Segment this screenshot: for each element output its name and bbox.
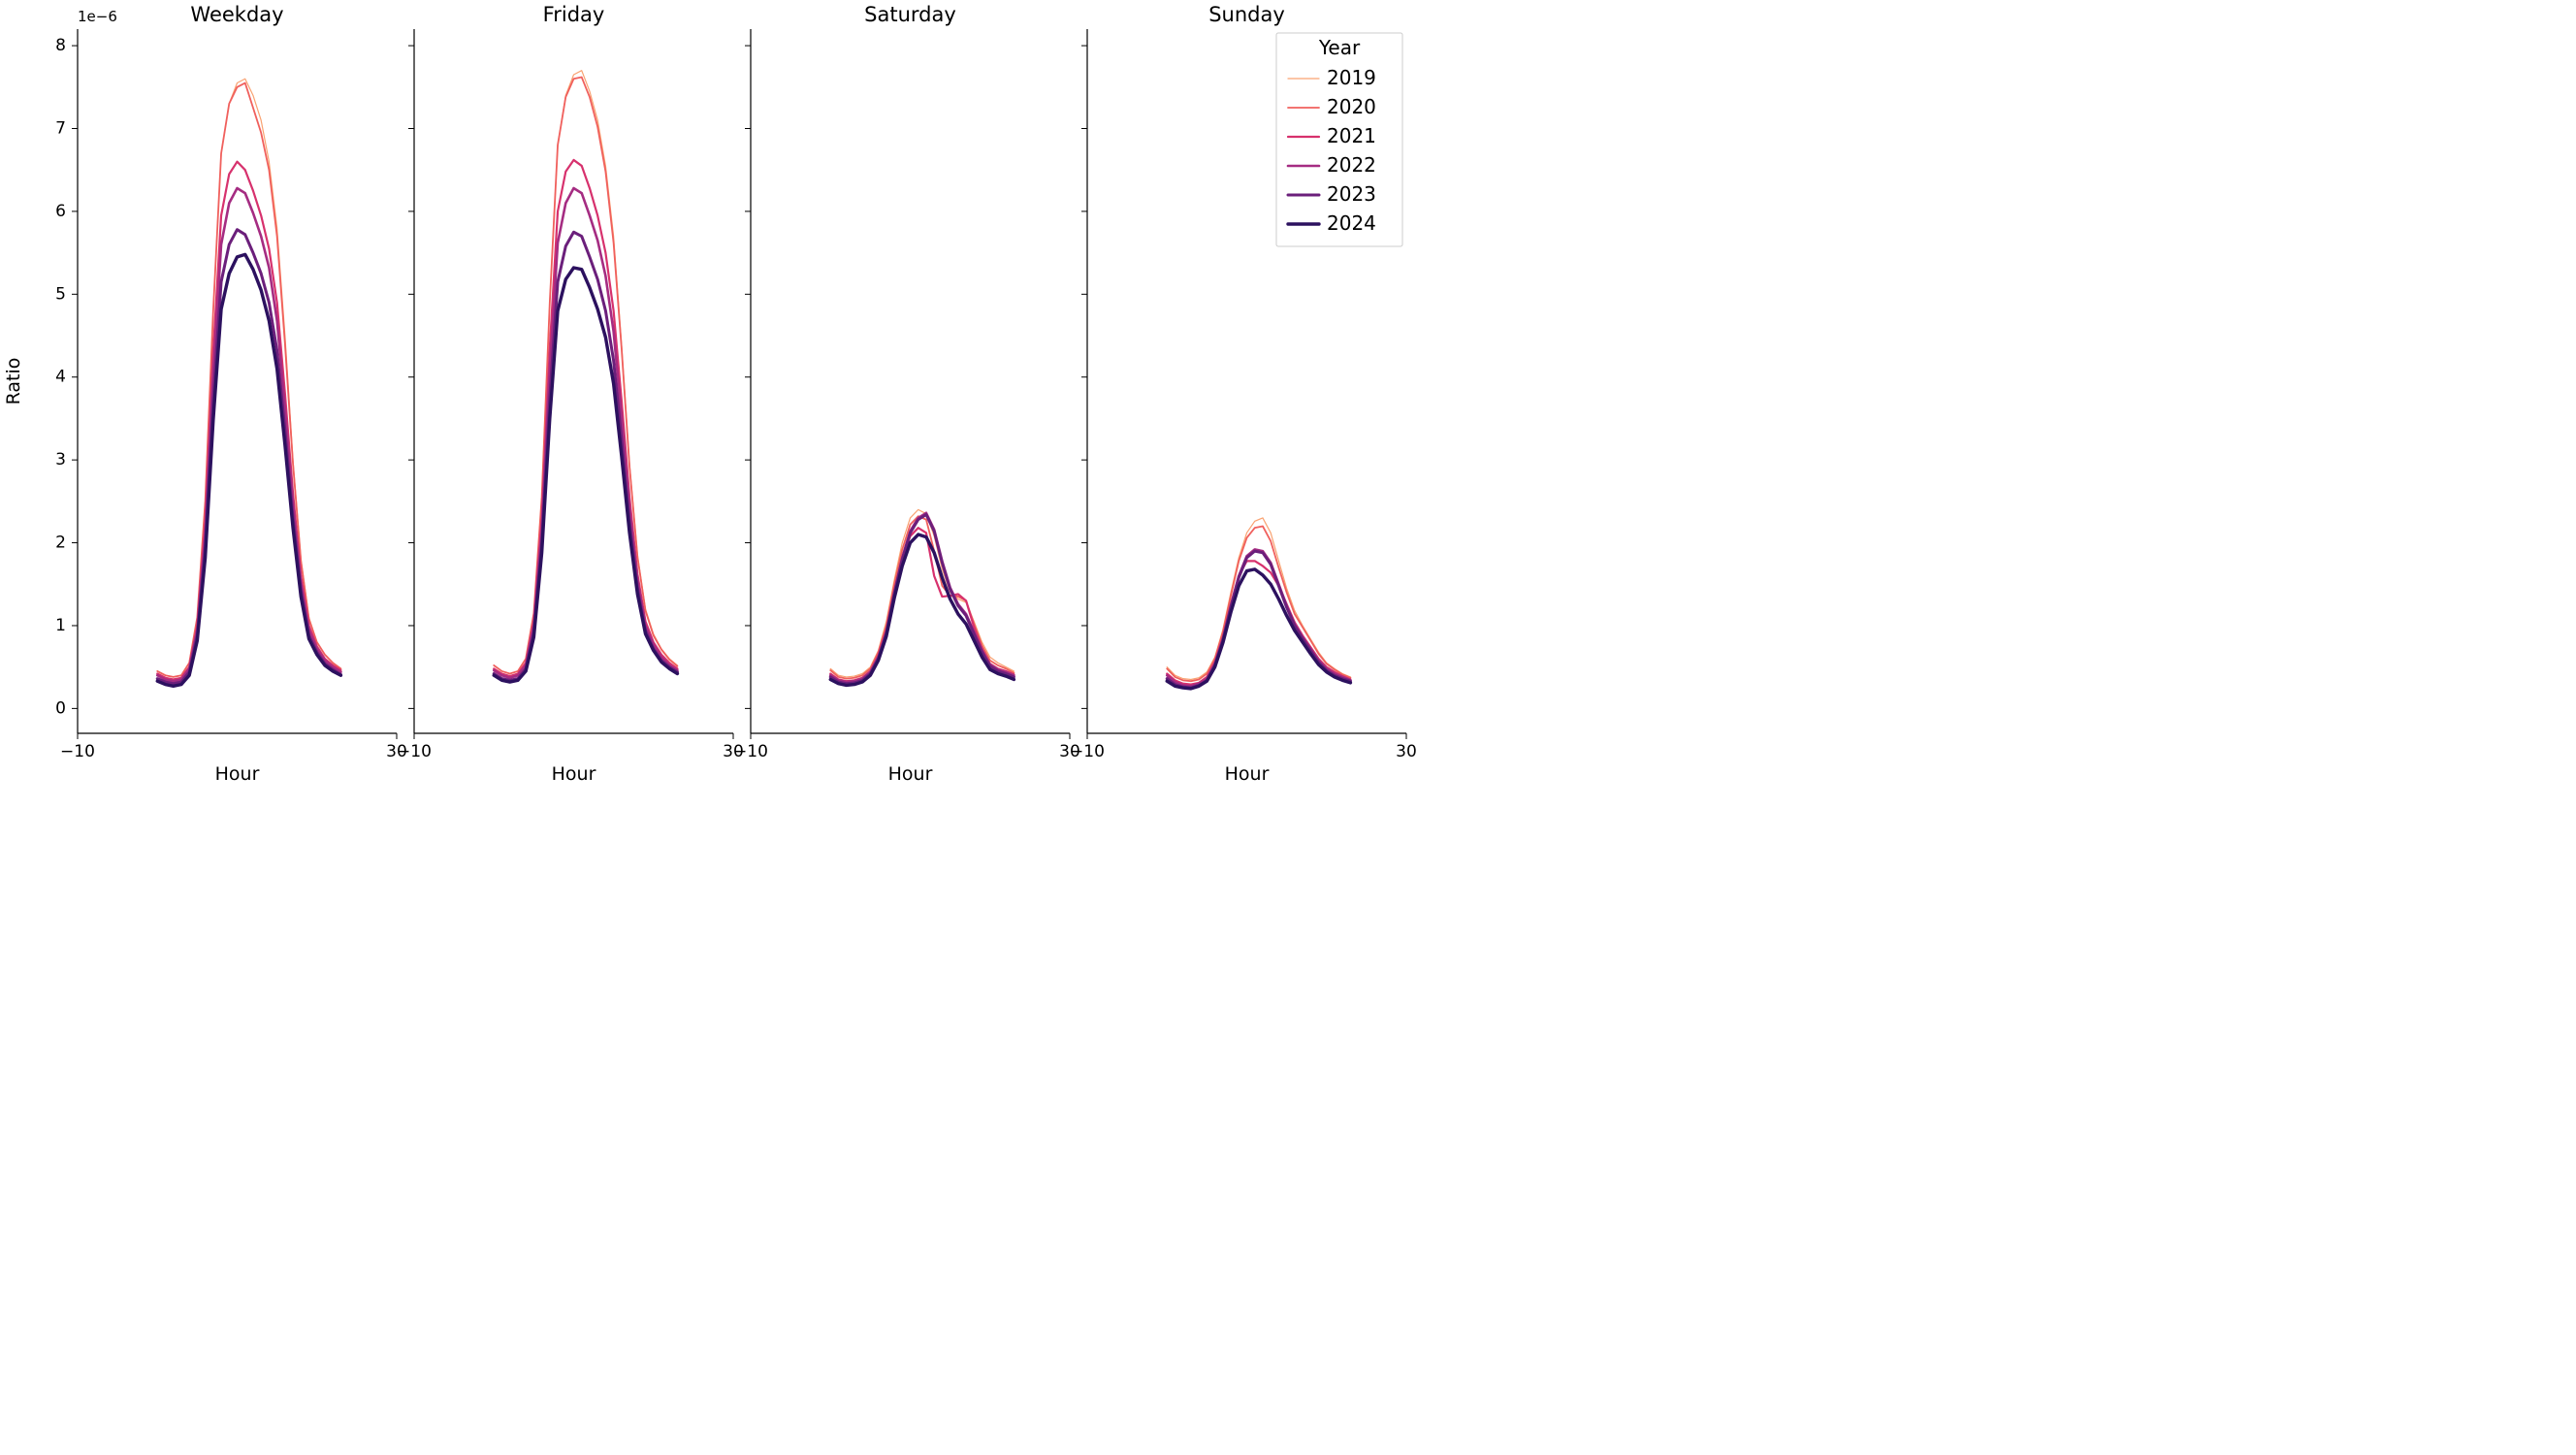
x-tick-label: −10	[733, 742, 768, 761]
legend-item-label: 2019	[1327, 66, 1376, 89]
panel-title: Saturday	[864, 3, 956, 26]
y-tick-label: 3	[55, 450, 66, 469]
legend-item-label: 2023	[1327, 182, 1376, 206]
y-tick-label: 0	[55, 698, 66, 718]
chart-svg: 1e−6 Ratio Weekday 0 1 2 3 4 5 6 7 8 −10 30 Hour Friday…	[0, 0, 1416, 799]
legend-item-label: 2020	[1327, 95, 1376, 118]
x-tick-label: 30	[1396, 742, 1416, 761]
y-axis-label: Ratio	[3, 358, 24, 405]
x-tick-label: −10	[1070, 742, 1105, 761]
y-exponent-label: 1e−6	[78, 8, 117, 25]
x-axis-label: Hour	[552, 763, 596, 785]
y-tick-label: 4	[55, 368, 66, 387]
panel-title: Friday	[543, 3, 605, 26]
panel-title: Weekday	[190, 3, 283, 26]
legend-item-label: 2022	[1327, 153, 1376, 177]
legend-title: Year	[1318, 36, 1361, 59]
y-tick-label: 2	[55, 534, 66, 553]
x-tick-label: −10	[60, 742, 95, 761]
y-tick-label: 1	[55, 616, 66, 635]
x-axis-label: Hour	[215, 763, 260, 785]
x-axis-label: Hour	[888, 763, 933, 785]
chart-figure: 1e−6 Ratio Weekday 0 1 2 3 4 5 6 7 8 −10 30 Hour Friday…	[0, 0, 1416, 799]
y-tick-label: 8	[55, 36, 66, 55]
x-axis-label: Hour	[1225, 763, 1270, 785]
y-tick-label: 6	[55, 202, 66, 221]
y-tick-label: 5	[55, 284, 66, 304]
y-tick-label: 7	[55, 118, 66, 138]
panel-title: Sunday	[1208, 3, 1285, 26]
legend: Year 2019 2020 2021 2022 2023 2024	[1276, 33, 1402, 246]
x-tick-label: −10	[397, 742, 432, 761]
legend-item-label: 2024	[1327, 211, 1376, 235]
legend-item-label: 2021	[1327, 124, 1376, 147]
